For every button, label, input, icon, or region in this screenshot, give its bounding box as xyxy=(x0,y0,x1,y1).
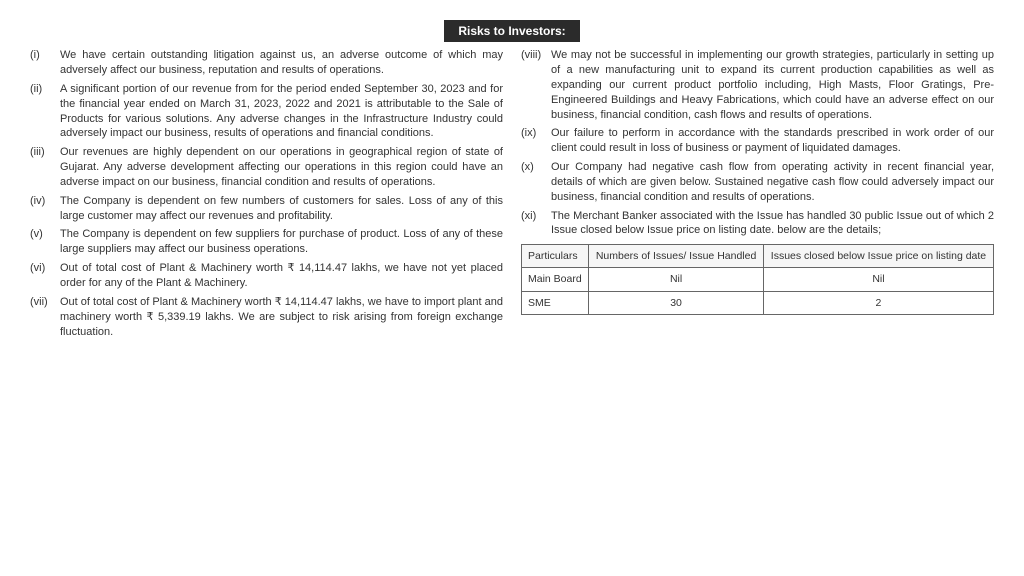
cell: 2 xyxy=(763,291,993,314)
list-item: (i)We have certain outstanding litigatio… xyxy=(30,48,503,78)
item-num: (x) xyxy=(521,160,551,205)
item-num: (iv) xyxy=(30,194,60,224)
item-text: Our failure to perform in accordance wit… xyxy=(551,126,994,156)
cell: Nil xyxy=(589,268,764,291)
col-header: Numbers of Issues/ Issue Handled xyxy=(589,245,764,268)
table-row: SME 30 2 xyxy=(522,291,994,314)
item-text: Our Company had negative cash flow from … xyxy=(551,160,994,205)
list-item: (iv)The Company is dependent on few numb… xyxy=(30,194,503,224)
cell: SME xyxy=(522,291,589,314)
item-text: We have certain outstanding litigation a… xyxy=(60,48,503,78)
list-item: (v)The Company is dependent on few suppl… xyxy=(30,227,503,257)
item-num: (viii) xyxy=(521,48,551,122)
item-num: (xi) xyxy=(521,209,551,239)
list-item: (iii)Our revenues are highly dependent o… xyxy=(30,145,503,190)
list-item: (ix)Our failure to perform in accordance… xyxy=(521,126,994,156)
item-text: Out of total cost of Plant & Machinery w… xyxy=(60,261,503,291)
list-item: (ii)A significant portion of our revenue… xyxy=(30,82,503,141)
issue-stats-table: Particulars Numbers of Issues/ Issue Han… xyxy=(521,244,994,315)
section-title: Risks to Investors: xyxy=(444,20,579,42)
cell: 30 xyxy=(589,291,764,314)
item-num: (iii) xyxy=(30,145,60,190)
list-item: (vii)Out of total cost of Plant & Machin… xyxy=(30,295,503,340)
list-item: (vi)Out of total cost of Plant & Machine… xyxy=(30,261,503,291)
col-header: Issues closed below Issue price on listi… xyxy=(763,245,993,268)
two-column-layout: (i)We have certain outstanding litigatio… xyxy=(30,48,994,343)
item-num: (vii) xyxy=(30,295,60,340)
list-item: (xi)The Merchant Banker associated with … xyxy=(521,209,994,239)
left-column: (i)We have certain outstanding litigatio… xyxy=(30,48,503,343)
item-text: A significant portion of our revenue fro… xyxy=(60,82,503,141)
item-num: (v) xyxy=(30,227,60,257)
item-text: Out of total cost of Plant & Machinery w… xyxy=(60,295,503,340)
list-item: (x)Our Company had negative cash flow fr… xyxy=(521,160,994,205)
item-num: (ii) xyxy=(30,82,60,141)
item-text: The Merchant Banker associated with the … xyxy=(551,209,994,239)
cell: Nil xyxy=(763,268,993,291)
list-item: (viii)We may not be successful in implem… xyxy=(521,48,994,122)
item-text: The Company is dependent on few supplier… xyxy=(60,227,503,257)
col-header: Particulars xyxy=(522,245,589,268)
item-num: (ix) xyxy=(521,126,551,156)
cell: Main Board xyxy=(522,268,589,291)
item-text: We may not be successful in implementing… xyxy=(551,48,994,122)
item-num: (i) xyxy=(30,48,60,78)
item-text: Our revenues are highly dependent on our… xyxy=(60,145,503,190)
right-column: (viii)We may not be successful in implem… xyxy=(521,48,994,343)
table-row: Main Board Nil Nil xyxy=(522,268,994,291)
item-num: (vi) xyxy=(30,261,60,291)
item-text: The Company is dependent on few numbers … xyxy=(60,194,503,224)
table-header-row: Particulars Numbers of Issues/ Issue Han… xyxy=(522,245,994,268)
header-band: Risks to Investors: xyxy=(30,20,994,42)
